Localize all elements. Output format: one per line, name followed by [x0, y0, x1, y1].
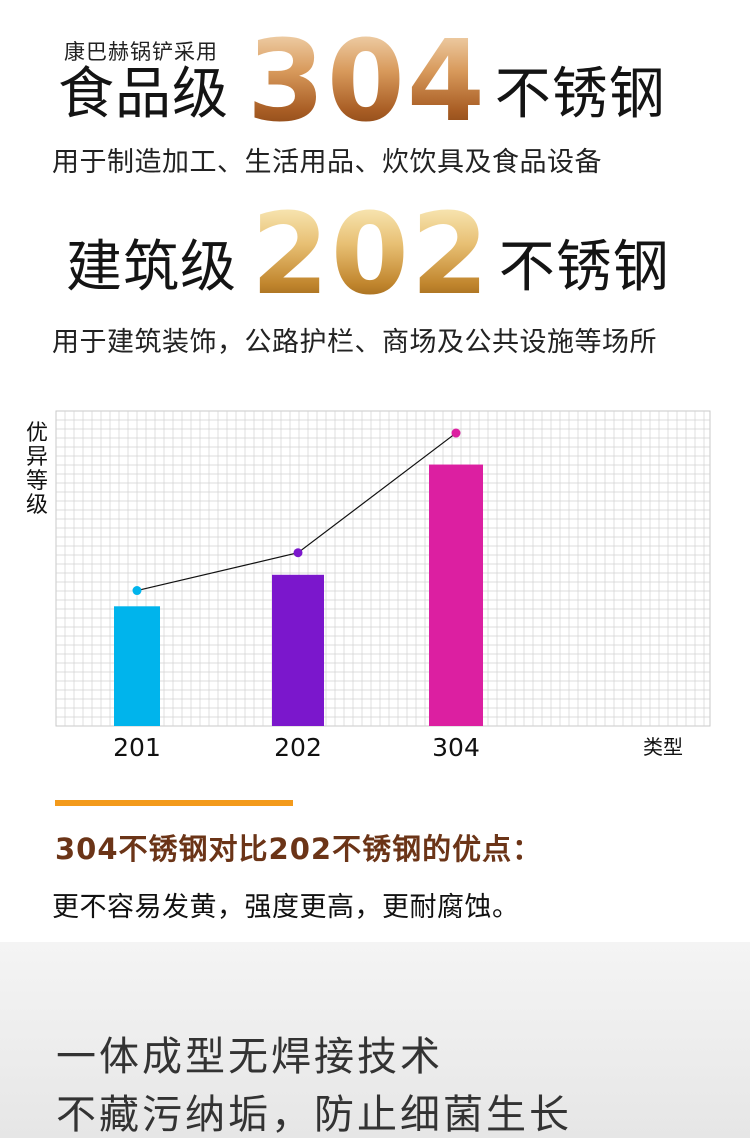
- grade-304-label: 食品级: [58, 62, 229, 127]
- feature-line-1: 一体成型无焊接技术: [56, 1034, 443, 1080]
- intro-text: 康巴赫锅铲采用: [64, 40, 218, 64]
- chart-x-label: 类型: [643, 735, 683, 759]
- grade-304-suffix: 不锈钢: [494, 62, 666, 127]
- trend-point-304: [451, 428, 461, 438]
- trend-point-201: [132, 586, 142, 596]
- chart-y-label: 优异等级: [26, 421, 49, 518]
- trend-point-202: [293, 548, 303, 558]
- grade-202-number: 202: [251, 190, 491, 320]
- bar-202: [272, 574, 324, 726]
- grade-202-label: 建筑级: [66, 235, 237, 300]
- feature-line-2: 不藏污纳垢，防止细菌生长: [56, 1092, 572, 1138]
- bar-304: [429, 464, 483, 726]
- advantages-text: 更不容易发黄，强度更高，更耐腐蚀。: [52, 892, 520, 923]
- advantages-title: 304不锈钢对比202不锈钢的优点：: [55, 832, 543, 866]
- grade-304-headline: 食品级 304 不锈钢: [58, 26, 666, 144]
- grade-304-number: 304: [247, 17, 487, 147]
- orange-divider: [55, 800, 293, 806]
- plot-area: [55, 410, 711, 727]
- feature-section: [0, 942, 750, 1138]
- grade-202-suffix: 不锈钢: [498, 235, 670, 300]
- grade-202-headline: 建筑级 202 不锈钢: [66, 199, 670, 317]
- x-tick-201: 201: [113, 733, 161, 762]
- grade-comparison-chart: 201 202 304 类型: [55, 410, 711, 762]
- grade-304-usage: 用于制造加工、生活用品、炊饮具及食品设备: [52, 147, 602, 178]
- bar-201: [114, 606, 160, 726]
- x-tick-202: 202: [274, 733, 322, 762]
- grade-202-usage: 用于建筑装饰，公路护栏、商场及公共设施等场所: [52, 327, 657, 358]
- x-tick-304: 304: [432, 733, 480, 762]
